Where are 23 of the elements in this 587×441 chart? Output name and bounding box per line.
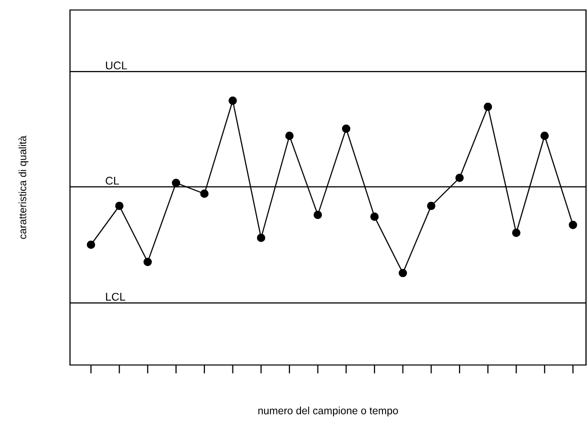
ref-line-label: UCL [106,62,128,70]
point [370,212,379,221]
point [86,240,96,249]
point [568,220,578,230]
point [484,102,492,111]
point [512,228,520,238]
y-axis-title: caratteristica di qualità [18,136,28,239]
point [172,178,180,188]
point [427,202,436,210]
x-axis-title: numero del campione o tempo [258,406,398,416]
ref-line-label: LCL [106,292,126,301]
ref-line-label: CL [106,176,119,185]
point [115,202,124,210]
point [540,132,549,140]
point [398,268,408,278]
point [228,96,237,105]
point [144,258,152,266]
point [256,234,266,242]
point [314,210,322,220]
point [455,174,464,182]
point [285,132,294,140]
point [342,124,350,133]
point [200,190,209,198]
